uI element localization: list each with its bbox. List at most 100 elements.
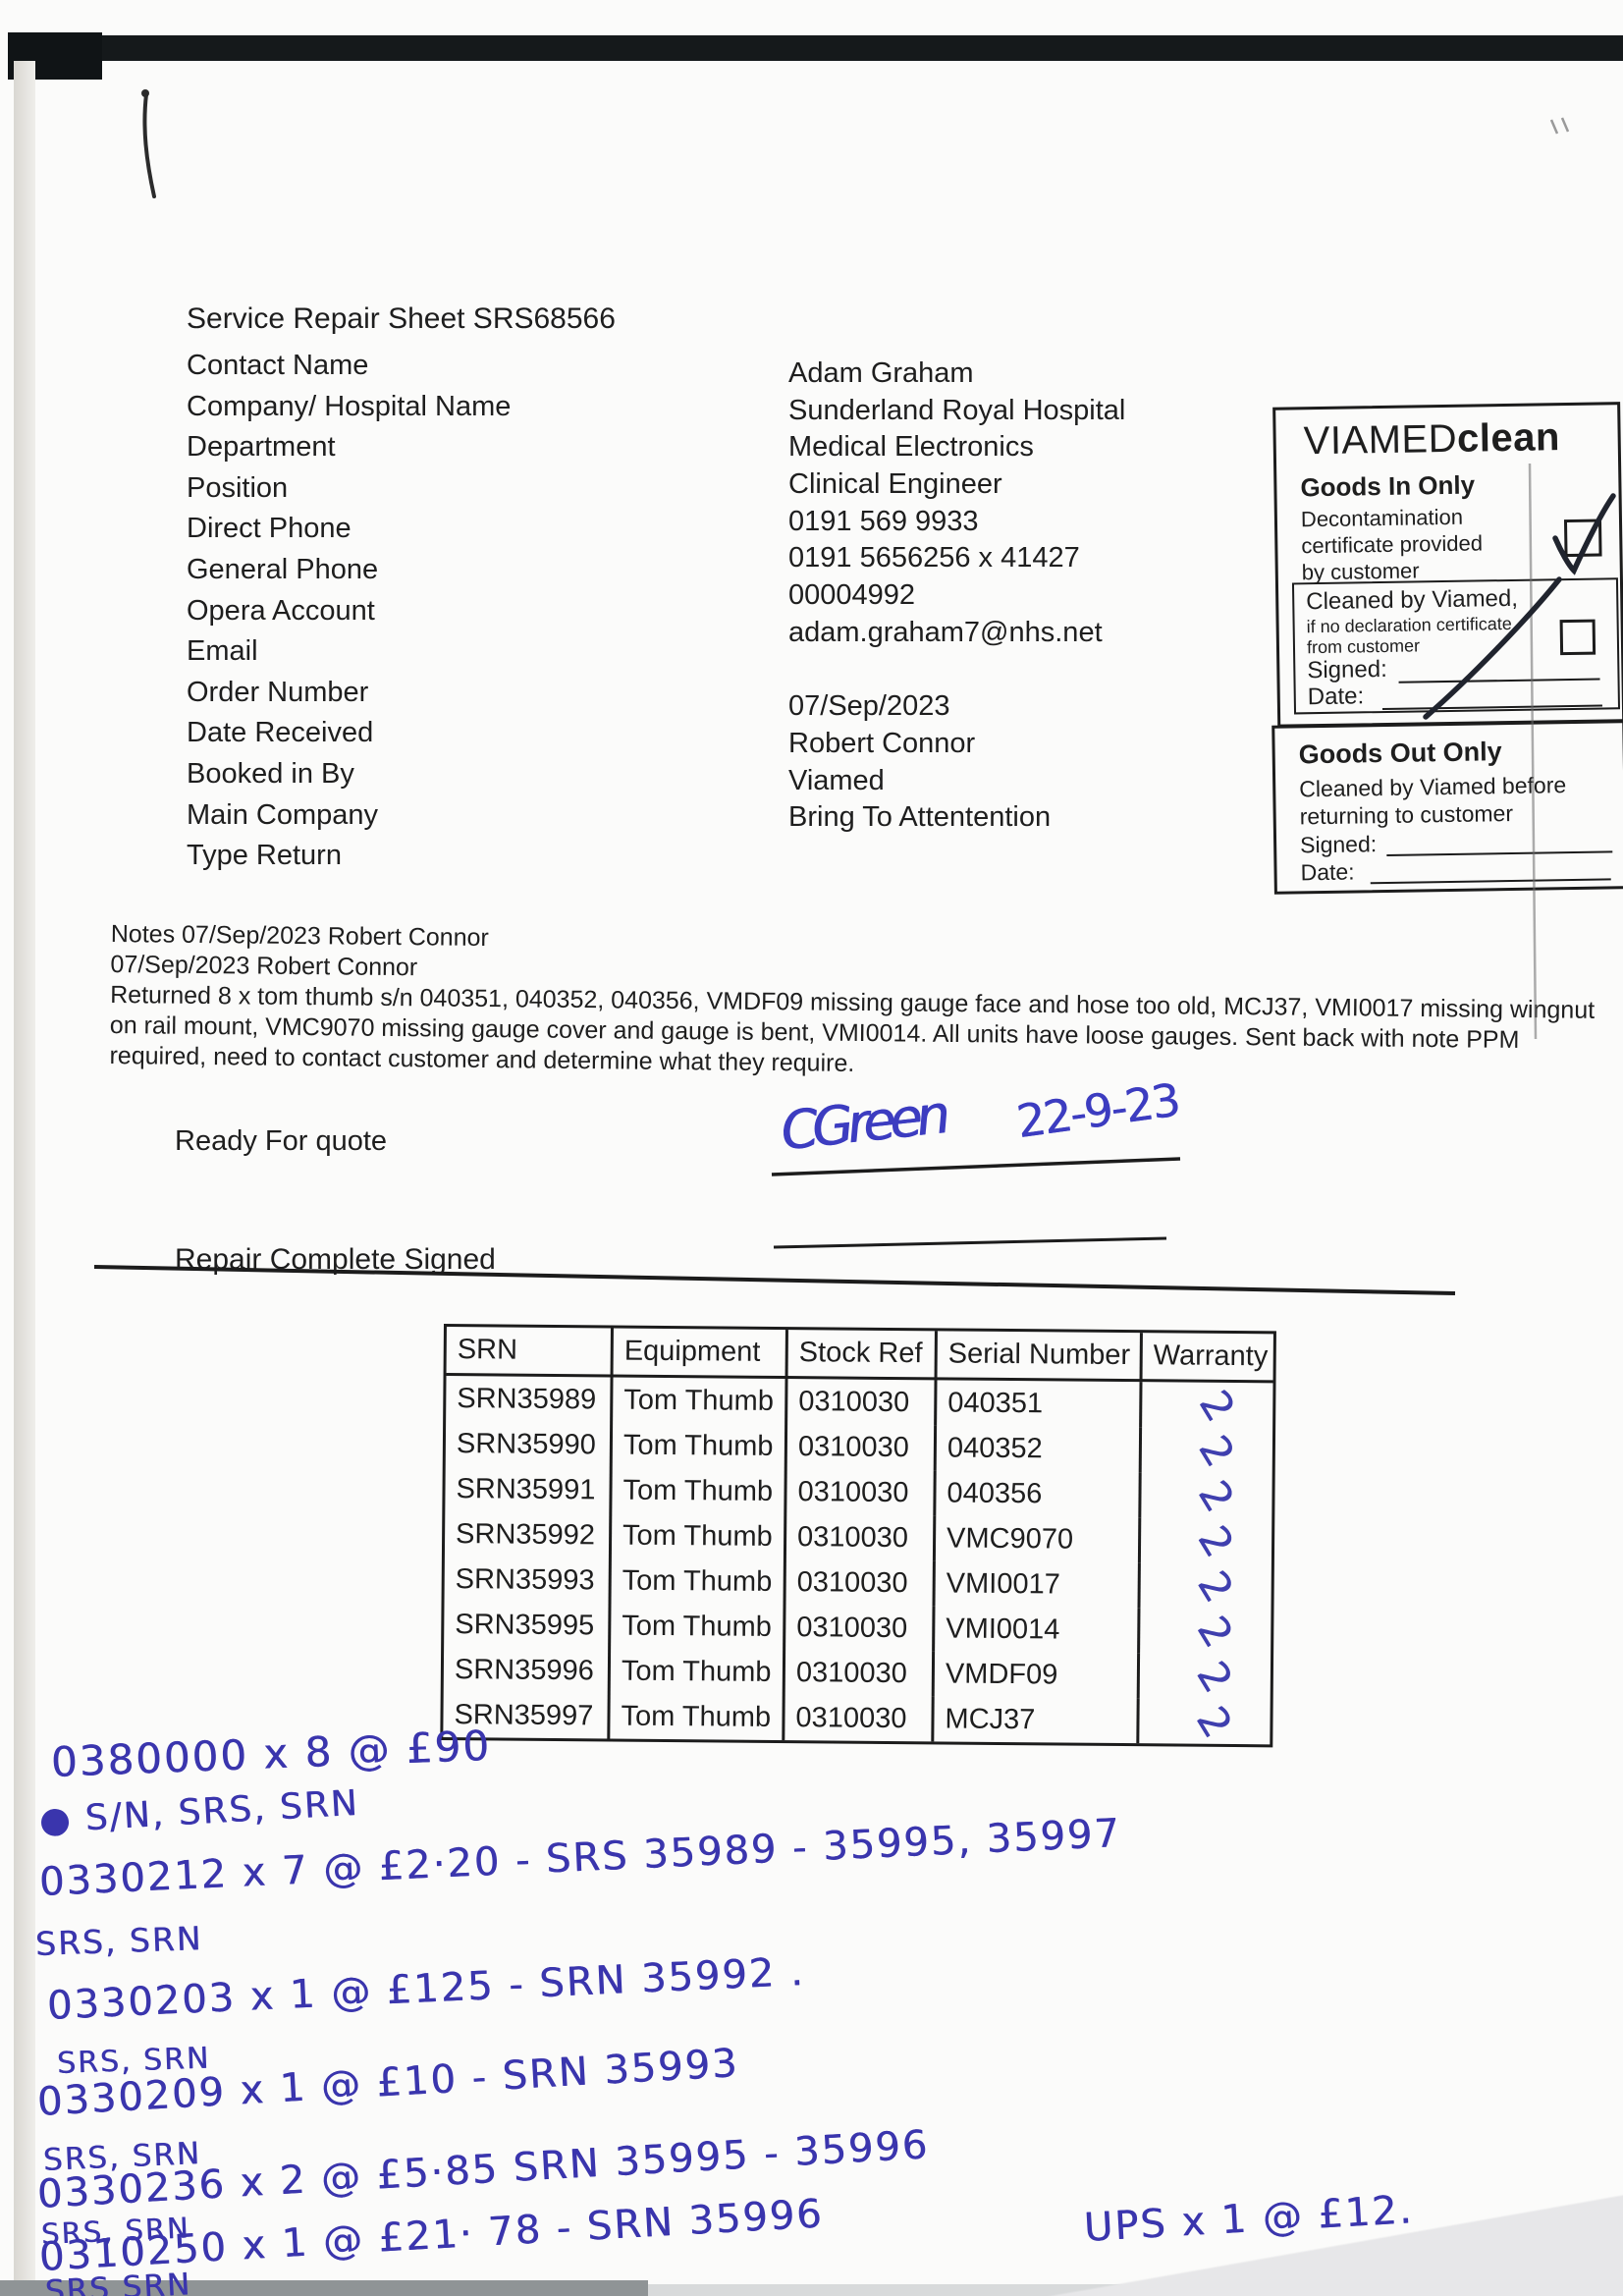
date-line	[1381, 704, 1602, 711]
field-value: Medical Electronics	[788, 431, 1034, 464]
handwritten-signature-date: 22-9-23	[1013, 1072, 1182, 1149]
cell-stock-ref: 0310030	[782, 1695, 932, 1742]
viamedclean-stamp: VIAMEDclean Goods In Only Decontaminatio…	[1267, 402, 1623, 895]
cell-srn: SRN35996	[454, 1653, 594, 1686]
cell-warranty: 2	[1136, 1697, 1271, 1746]
date-line	[1370, 878, 1611, 885]
cell-warranty: 2	[1138, 1472, 1272, 1519]
scan-left-edge-strip	[14, 61, 35, 2296]
goods-out-title: Goods Out Only	[1298, 737, 1502, 770]
handwritten-warranty-mark: 2	[1187, 1607, 1243, 1656]
cleaned-by-viamed-description: if no declaration certificate from custo…	[1306, 613, 1512, 658]
field-label: Date Received	[187, 717, 374, 749]
handwritten-signature: CGreen	[778, 1083, 947, 1163]
field-label: Type Return	[187, 840, 342, 872]
cell-equipment: Tom Thumb	[608, 1558, 784, 1606]
logo-bold: clean	[1456, 415, 1561, 461]
cell-srn: SRN35995	[455, 1608, 595, 1641]
column-header-warranty: Warranty	[1139, 1333, 1273, 1384]
field-label: Position	[187, 471, 289, 504]
cell-equipment: Tom Thumb	[607, 1693, 783, 1741]
field-label: Department	[187, 431, 336, 464]
cell-stock-ref: 0310030	[783, 1605, 933, 1652]
field-label: Contact Name	[187, 350, 369, 381]
field-value	[788, 652, 1125, 689]
cell-stock-ref: 0310030	[784, 1379, 935, 1426]
cell-srn: SRN35990	[456, 1427, 596, 1460]
repair-complete-label: Repair Complete Signed	[175, 1243, 496, 1276]
cell-equipment: Tom Thumb	[609, 1467, 784, 1515]
decontamination-checkbox	[1563, 519, 1602, 558]
cell-stock-ref: 0310030	[783, 1559, 933, 1607]
cell-warranty: 2	[1136, 1652, 1271, 1701]
field-label: Order Number	[187, 676, 369, 708]
logo-light: VIAMED	[1303, 416, 1458, 464]
field-value: 0191 569 9933	[788, 505, 979, 537]
viamedclean-logo: VIAMEDclean	[1303, 415, 1560, 464]
cell-equipment: Tom Thumb	[608, 1603, 784, 1651]
date-label: Date:	[1300, 858, 1355, 886]
field-label: Booked in By	[187, 757, 354, 790]
field-values-column: Adam Graham Sunderland Royal Hospital Me…	[788, 355, 1125, 837]
cell-srn: SRN35991	[456, 1472, 596, 1505]
field-label: Direct Phone	[187, 513, 352, 545]
goods-out-box: Goods Out Only Cleaned by Viamed before …	[1271, 720, 1623, 895]
field-label: Company/ Hospital Name	[187, 390, 512, 422]
field-value: 0191 5656256 x 41427	[788, 542, 1080, 574]
cell-serial: VMI0017	[932, 1560, 1138, 1609]
cell-serial: 040352	[933, 1425, 1140, 1473]
handwritten-warranty-mark: 2	[1186, 1697, 1242, 1746]
cleaned-by-viamed-title: Cleaned by Viamed,	[1306, 584, 1519, 616]
ready-for-quote-signature-line	[771, 1157, 1181, 1176]
repair-complete-signature-line	[773, 1236, 1167, 1249]
cell-serial: MCJ37	[931, 1696, 1137, 1744]
cleaned-by-viamed-box: Cleaned by Viamed, if no declaration cer…	[1291, 577, 1621, 715]
ready-for-quote-label: Ready For quote	[175, 1125, 388, 1157]
cell-warranty: 2	[1137, 1561, 1271, 1611]
column-header-stock-ref: Stock Ref	[784, 1330, 935, 1381]
field-value: Sunderland Royal Hospital	[788, 394, 1126, 426]
cell-serial: VMDF09	[931, 1651, 1138, 1699]
field-value: Clinical Engineer	[788, 468, 1002, 501]
cell-stock-ref: 0310030	[783, 1514, 934, 1561]
handwritten-warranty-mark: 2	[1188, 1516, 1244, 1565]
cell-srn: SRN35993	[455, 1562, 595, 1596]
handwritten-note-line: 0330203 x 1 @ £125 - SRN 35992 .	[45, 1948, 806, 2029]
field-value: Bring To Attentention	[788, 801, 1052, 834]
scan-bottom-edge-dark	[0, 2280, 648, 2296]
pen-scratch-mark	[142, 92, 156, 198]
cell-serial: VMC9070	[932, 1515, 1139, 1563]
field-value: 07/Sep/2023	[788, 690, 950, 723]
cell-srn: SRN35989	[457, 1382, 597, 1415]
cell-serial: 040356	[933, 1470, 1139, 1518]
goods-in-box: VIAMEDclean Goods In Only Decontaminatio…	[1272, 402, 1623, 728]
field-value: adam.graham7@nhs.net	[788, 616, 1103, 648]
field-value: Robert Connor	[788, 727, 976, 759]
handwritten-warranty-mark: 2	[1188, 1561, 1243, 1611]
field-labels-column: Contact Name Company/ Hospital Name Depa…	[187, 346, 511, 877]
cell-equipment: Tom Thumb	[608, 1512, 784, 1560]
scan-speck-marks	[1549, 117, 1570, 135]
cell-srn: SRN35992	[455, 1517, 596, 1551]
column-header-srn: SRN	[446, 1327, 611, 1378]
cell-warranty: 2	[1137, 1516, 1272, 1565]
handwritten-note-line: SRS, SRN	[34, 1919, 203, 1963]
cell-equipment: Tom Thumb	[609, 1422, 785, 1470]
date-label: Date:	[1307, 683, 1365, 711]
cell-stock-ref: 0310030	[784, 1424, 935, 1471]
field-value: Adam Graham	[788, 357, 974, 389]
notes-body: Returned 8 x tom thumb s/n 040351, 04035…	[109, 980, 1596, 1077]
equipment-table: SRN Equipment Stock Ref Serial Number Wa…	[440, 1324, 1276, 1748]
goods-in-title: Goods In Only	[1300, 469, 1476, 503]
notes-section: Notes 07/Sep/2023 Robert Connor 07/Sep/2…	[109, 919, 1598, 1087]
cell-stock-ref: 0310030	[782, 1650, 933, 1697]
scan-top-edge-band	[10, 35, 1623, 61]
column-header-equipment: Equipment	[610, 1328, 785, 1380]
handwritten-note-line: ● S/N, SRS, SRN	[37, 1782, 360, 1841]
goods-in-description: Decontamination certificate provided by …	[1300, 504, 1484, 585]
handwritten-warranty-mark: 2	[1187, 1652, 1243, 1701]
field-label: Email	[187, 635, 258, 668]
column-header-serial-number: Serial Number	[934, 1331, 1140, 1383]
page-title: Service Repair Sheet SRS68566	[187, 302, 616, 335]
